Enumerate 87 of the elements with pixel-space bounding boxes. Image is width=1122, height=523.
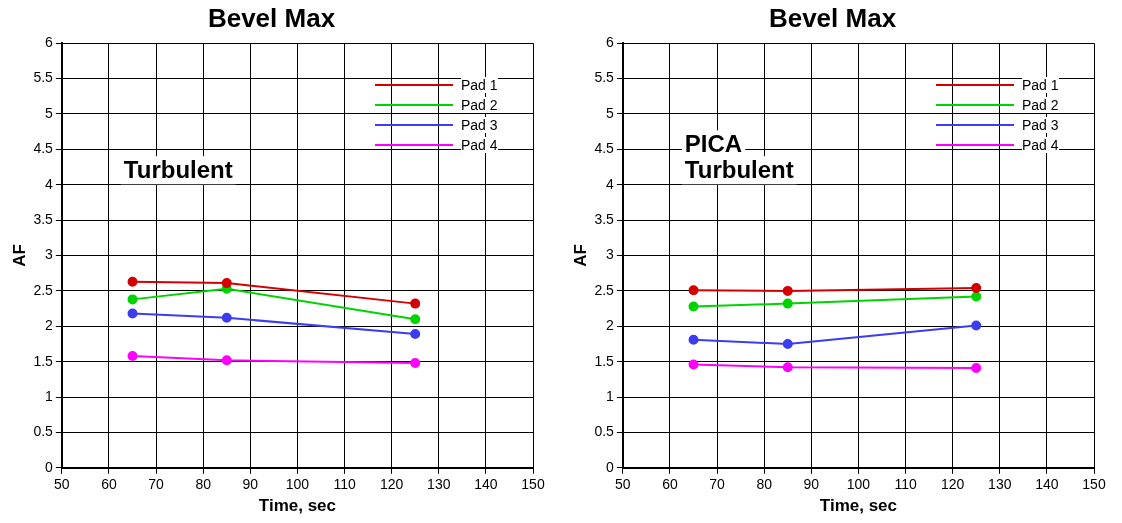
point	[688, 285, 699, 296]
y-tick-label: 2	[45, 317, 54, 334]
y-tick-label: 3.5	[33, 210, 54, 227]
point	[127, 308, 138, 319]
x-tick-label: 110	[333, 476, 356, 493]
y-tick-label: 5	[606, 104, 615, 121]
x-tick-label: 70	[709, 476, 726, 493]
y-tick-label: 1.5	[33, 352, 54, 369]
y-tick-label: 3	[45, 246, 54, 263]
text: Pad 3	[1022, 117, 1059, 134]
x-tick-label: 130	[427, 476, 451, 493]
y-axis-title: AF	[9, 244, 29, 267]
x-axis-title: Time, sec	[819, 496, 898, 516]
x-tick-label: 150	[521, 476, 545, 493]
point	[688, 359, 699, 370]
point	[971, 291, 982, 302]
point	[127, 276, 138, 287]
x-tick-label: 110	[894, 476, 917, 493]
x-tick-label: 140	[1035, 476, 1059, 493]
point	[221, 355, 232, 366]
text: Pad 4	[1022, 137, 1059, 154]
y-tick-label: 1	[606, 387, 615, 404]
y-tick-label: 4	[45, 175, 54, 192]
y-tick-label: 3	[606, 246, 615, 263]
y-tick-label: 5.5	[594, 69, 615, 86]
x-tick-label: 70	[148, 476, 165, 493]
x-tick-label: 100	[846, 476, 871, 493]
x-tick-label: 80	[195, 476, 212, 493]
x-tick-label: 120	[940, 476, 965, 493]
x-tick-label: 90	[803, 476, 820, 493]
point	[410, 298, 421, 309]
y-tick-label: 0	[606, 458, 615, 475]
y-tick-label: 0.5	[33, 423, 54, 440]
point	[127, 294, 138, 305]
text: Pad 2	[1022, 97, 1059, 114]
point	[971, 320, 982, 331]
y-axis-title: AF	[570, 244, 590, 267]
point	[782, 362, 793, 373]
text: Pad 4	[461, 137, 498, 154]
point	[971, 363, 982, 374]
chart-title: Bevel Max	[207, 2, 336, 33]
text: Pad 1	[1022, 77, 1059, 94]
y-tick-label: 6	[606, 34, 615, 51]
y-tick-label: 5.5	[33, 69, 54, 86]
point	[410, 314, 421, 325]
point	[782, 285, 793, 296]
y-tick-label: 0	[45, 458, 54, 475]
point	[410, 329, 421, 340]
point	[782, 298, 793, 309]
point	[688, 334, 699, 345]
x-tick-label: 50	[615, 476, 631, 493]
x-tick-label: 90	[242, 476, 259, 493]
point	[127, 350, 138, 361]
point	[688, 301, 699, 312]
point	[221, 278, 232, 289]
x-axis-title: Time, sec	[258, 496, 337, 516]
x-tick-label: 60	[101, 476, 117, 493]
x-tick-label: 80	[756, 476, 773, 493]
y-tick-label: 1	[45, 387, 54, 404]
x-tick-label: 50	[54, 476, 70, 493]
point	[971, 283, 982, 294]
y-tick-label: 4.5	[594, 140, 615, 157]
y-tick-label: 2.5	[33, 281, 54, 298]
chart-title: Bevel Max	[768, 2, 897, 33]
y-tick-label: 4	[606, 175, 615, 192]
x-tick-label: 60	[662, 476, 678, 493]
y-tick-label: 3.5	[594, 210, 615, 227]
y-tick-label: 2	[606, 317, 615, 334]
x-tick-label: 130	[988, 476, 1012, 493]
y-tick-label: 5	[45, 104, 54, 121]
x-tick-label: 140	[474, 476, 498, 493]
y-tick-label: 0.5	[594, 423, 615, 440]
annotation: PICA Turbulent	[684, 130, 794, 184]
x-tick-label: 150	[1082, 476, 1106, 493]
point	[221, 312, 232, 323]
y-tick-label: 1.5	[594, 352, 615, 369]
x-tick-label: 120	[379, 476, 404, 493]
x-tick-label: 100	[285, 476, 310, 493]
text: Pad 3	[461, 117, 498, 134]
y-tick-label: 2.5	[594, 281, 615, 298]
text: Pad 2	[461, 97, 498, 114]
point	[410, 358, 421, 369]
y-tick-label: 4.5	[33, 140, 54, 157]
y-tick-label: 6	[45, 34, 54, 51]
point	[782, 338, 793, 349]
text: Pad 1	[461, 77, 498, 94]
annotation: Turbulent	[123, 156, 233, 184]
